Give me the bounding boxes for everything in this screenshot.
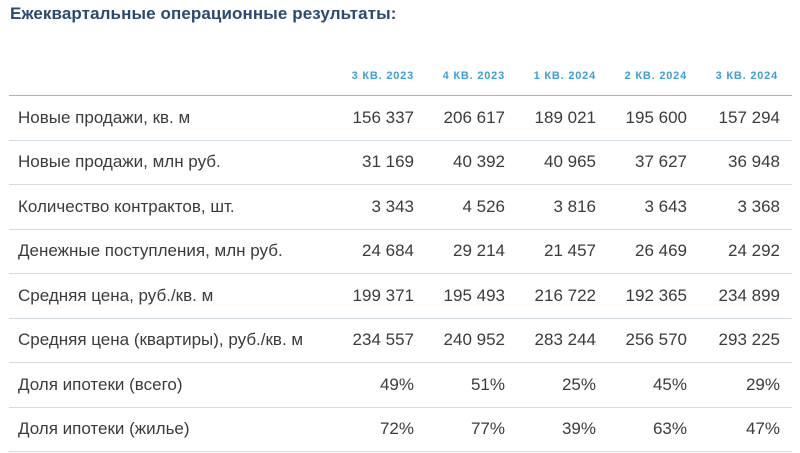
table-row: Новые продажи, кв. м 156 337 206 617 189… bbox=[9, 95, 792, 141]
table-cell: 24 684 bbox=[334, 229, 428, 274]
table-row: Денежные поступления, млн руб. 24 684 29… bbox=[9, 229, 792, 274]
row-label: Средняя цена (квартиры), руб./кв. м bbox=[9, 318, 334, 363]
table-cell: 3 343 bbox=[334, 184, 428, 230]
column-header: 2 КВ. 2024 bbox=[610, 57, 701, 96]
header-label-cell bbox=[9, 57, 334, 96]
table-cell: 195 600 bbox=[610, 95, 701, 141]
table-cell: 77% bbox=[428, 407, 519, 452]
table-cell: 40 965 bbox=[519, 140, 610, 185]
row-label: Средняя цена, руб./кв. м bbox=[9, 273, 334, 319]
table-cell: 29% bbox=[701, 362, 792, 408]
row-label: Доля ипотеки (жилье) bbox=[9, 407, 334, 452]
table-cell: 24 292 bbox=[701, 229, 792, 274]
table-cell: 45% bbox=[610, 362, 701, 408]
table-cell: 36 948 bbox=[701, 140, 792, 185]
table-cell: 256 570 bbox=[610, 318, 701, 363]
table-cell: 21 457 bbox=[519, 229, 610, 274]
operational-results-table: 3 КВ. 2023 4 КВ. 2023 1 КВ. 2024 2 КВ. 2… bbox=[9, 57, 792, 452]
table-cell: 3 816 bbox=[519, 184, 610, 230]
page-title: Ежеквартальные операционные результаты: bbox=[10, 4, 397, 23]
table-cell: 293 225 bbox=[701, 318, 792, 363]
row-label: Денежные поступления, млн руб. bbox=[9, 229, 334, 274]
table-cell: 195 493 bbox=[428, 273, 519, 319]
column-header: 1 КВ. 2024 bbox=[519, 57, 610, 96]
table-cell: 283 244 bbox=[519, 318, 610, 363]
row-label: Доля ипотеки (всего) bbox=[9, 362, 334, 408]
table-row: Новые продажи, млн руб. 31 169 40 392 40… bbox=[9, 140, 792, 185]
table-row: Доля ипотеки (жилье) 72% 77% 39% 63% 47% bbox=[9, 407, 792, 452]
table-cell: 3 643 bbox=[610, 184, 701, 230]
table-cell: 216 722 bbox=[519, 273, 610, 319]
table-cell: 49% bbox=[334, 362, 428, 408]
table-cell: 199 371 bbox=[334, 273, 428, 319]
table-cell: 26 469 bbox=[610, 229, 701, 274]
table-cell: 4 526 bbox=[428, 184, 519, 230]
table-row: Средняя цена, руб./кв. м 199 371 195 493… bbox=[9, 273, 792, 319]
row-label: Количество контрактов, шт. bbox=[9, 184, 334, 230]
table-cell: 72% bbox=[334, 407, 428, 452]
table-cell: 234 899 bbox=[701, 273, 792, 319]
row-label: Новые продажи, млн руб. bbox=[9, 140, 334, 185]
table-cell: 156 337 bbox=[334, 95, 428, 141]
table-cell: 3 368 bbox=[701, 184, 792, 230]
table-cell: 206 617 bbox=[428, 95, 519, 141]
table-cell: 47% bbox=[701, 407, 792, 452]
table-cell: 39% bbox=[519, 407, 610, 452]
table-cell: 240 952 bbox=[428, 318, 519, 363]
table-cell: 31 169 bbox=[334, 140, 428, 185]
table-cell: 157 294 bbox=[701, 95, 792, 141]
table-cell: 29 214 bbox=[428, 229, 519, 274]
column-header: 3 КВ. 2023 bbox=[334, 57, 428, 96]
table-cell: 37 627 bbox=[610, 140, 701, 185]
table-cell: 51% bbox=[428, 362, 519, 408]
table-row: Доля ипотеки (всего) 49% 51% 25% 45% 29% bbox=[9, 362, 792, 408]
table-cell: 40 392 bbox=[428, 140, 519, 185]
table-cell: 189 021 bbox=[519, 95, 610, 141]
table-row: Количество контрактов, шт. 3 343 4 526 3… bbox=[9, 184, 792, 230]
table-cell: 234 557 bbox=[334, 318, 428, 363]
column-header: 4 КВ. 2023 bbox=[428, 57, 519, 96]
table-cell: 192 365 bbox=[610, 273, 701, 319]
table-row: Средняя цена (квартиры), руб./кв. м 234 … bbox=[9, 318, 792, 363]
row-label: Новые продажи, кв. м bbox=[9, 95, 334, 141]
table-cell: 25% bbox=[519, 362, 610, 408]
column-header: 3 КВ. 2024 bbox=[701, 57, 792, 96]
table-header-row: 3 КВ. 2023 4 КВ. 2023 1 КВ. 2024 2 КВ. 2… bbox=[9, 57, 792, 96]
table-cell: 63% bbox=[610, 407, 701, 452]
